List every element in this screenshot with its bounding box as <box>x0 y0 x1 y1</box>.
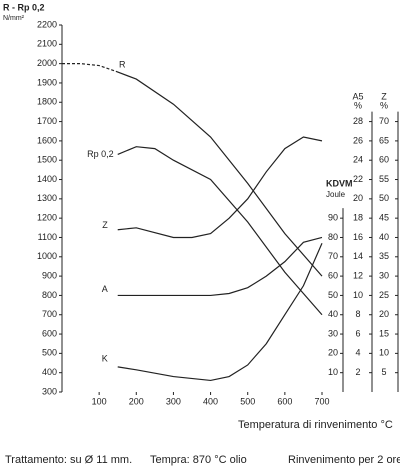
y3-axis-label: A5 <box>352 91 363 101</box>
y2-axis-label: KDVM <box>326 178 353 188</box>
y-tick-label: 1900 <box>37 77 57 87</box>
note: Rinvenimento per 2 ore <box>288 454 400 466</box>
series-label: K <box>102 353 108 363</box>
y2-tick-label: 30 <box>328 328 338 338</box>
note: Trattamento: su Ø 11 mm. <box>5 454 132 466</box>
y4-tick-label: 70 <box>379 116 389 126</box>
note: Tempra: 870 °C olio <box>150 454 247 466</box>
series-line <box>117 136 323 239</box>
series-line <box>117 146 323 316</box>
y4-tick-label: 30 <box>379 270 389 280</box>
y3-tick-label: 8 <box>355 309 360 319</box>
x-tick-label: 400 <box>203 396 218 406</box>
y4-tick-label: 5 <box>381 367 386 377</box>
y2-tick-label: 40 <box>328 309 338 319</box>
y-tick-label: 800 <box>42 290 57 300</box>
y3-tick-label: 26 <box>353 135 363 145</box>
series-label: Rp 0,2 <box>87 149 114 159</box>
series-label: R <box>119 59 126 69</box>
y2-tick-label: 10 <box>328 367 338 377</box>
y4-axis-label: Z <box>381 91 387 101</box>
x-tick-label: 600 <box>277 396 292 406</box>
x-tick-label: 300 <box>166 396 181 406</box>
y-tick-label: 2100 <box>37 39 57 49</box>
y3-axis-unit: % <box>354 100 362 110</box>
y-tick-label: 600 <box>42 328 57 338</box>
y-tick-label: 1300 <box>37 193 57 203</box>
series-label: A <box>102 284 108 294</box>
x-axis-label: Temperatura di rinvenimento °C <box>238 419 393 431</box>
y4-tick-label: 15 <box>379 328 389 338</box>
series-line <box>117 236 323 297</box>
y-tick-label: 2000 <box>37 58 57 68</box>
y-axis-unit: N/mm² <box>3 15 25 22</box>
y2-tick-label: 90 <box>328 213 338 223</box>
y-tick-label: 1400 <box>37 174 57 184</box>
y4-tick-label: 35 <box>379 251 389 261</box>
series-line <box>62 63 117 72</box>
x-tick-label: 200 <box>129 396 144 406</box>
y4-axis-unit: % <box>380 100 388 110</box>
y3-tick-label: 16 <box>353 232 363 242</box>
y-tick-label: 1800 <box>37 97 57 107</box>
y-tick-label: 900 <box>42 270 57 280</box>
y3-tick-label: 6 <box>355 328 360 338</box>
y-tick-label: 400 <box>42 367 57 377</box>
y2-tick-label: 80 <box>328 232 338 242</box>
y3-tick-label: 2 <box>355 367 360 377</box>
y4-tick-label: 55 <box>379 174 389 184</box>
y2-tick-label: 50 <box>328 290 338 300</box>
y-tick-label: 1200 <box>37 213 57 223</box>
y4-tick-label: 45 <box>379 213 389 223</box>
y2-axis-unit: Joule <box>326 190 346 199</box>
x-tick-label: 700 <box>314 396 329 406</box>
y3-tick-label: 18 <box>353 213 363 223</box>
series-label: Z <box>102 220 108 230</box>
y-tick-label: 500 <box>42 348 57 358</box>
series-line <box>117 243 323 382</box>
y4-tick-label: 20 <box>379 309 389 319</box>
y-tick-label: 1100 <box>38 232 57 242</box>
y4-tick-label: 25 <box>379 290 389 300</box>
y4-tick-label: 50 <box>379 193 389 203</box>
y-tick-label: 1000 <box>37 251 57 261</box>
y2-tick-label: 20 <box>328 348 338 358</box>
y-axis-label: R - Rp 0,2 <box>3 2 45 12</box>
y4-tick-label: 65 <box>379 135 389 145</box>
y3-tick-label: 24 <box>353 155 363 165</box>
y-tick-label: 1700 <box>37 116 57 126</box>
y2-tick-label: 60 <box>328 270 338 280</box>
y-tick-label: 1500 <box>37 155 57 165</box>
y3-tick-label: 20 <box>353 193 363 203</box>
y-tick-label: 700 <box>42 309 57 319</box>
x-tick-label: 100 <box>92 396 107 406</box>
y2-tick-label: 70 <box>328 251 338 261</box>
y3-tick-label: 14 <box>353 251 363 261</box>
y3-tick-label: 10 <box>353 290 363 300</box>
y4-tick-label: 60 <box>379 155 389 165</box>
y3-tick-label: 12 <box>353 270 363 280</box>
x-tick-label: 500 <box>240 396 255 406</box>
y-tick-label: 1600 <box>37 135 57 145</box>
y4-tick-label: 10 <box>379 348 389 358</box>
y3-tick-label: 4 <box>355 348 360 358</box>
y3-tick-label: 28 <box>353 116 363 126</box>
y4-tick-label: 40 <box>379 232 389 242</box>
series-line <box>115 70 323 277</box>
y-tick-label: 2200 <box>37 19 57 29</box>
y-tick-label: 300 <box>42 386 57 396</box>
y3-tick-label: 22 <box>353 174 363 184</box>
